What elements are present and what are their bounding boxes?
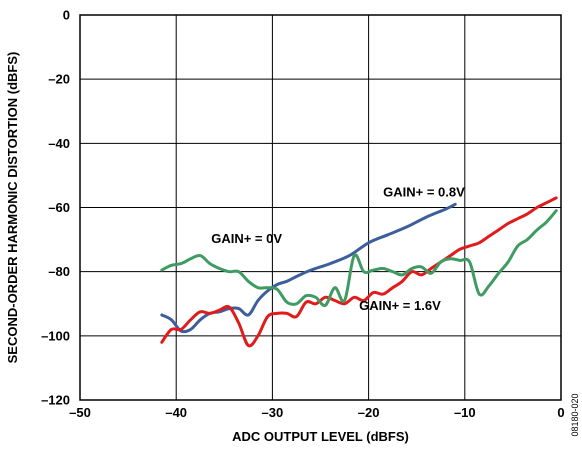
x-tick-label: –40 — [165, 405, 187, 420]
y-axis-title: SECOND-ORDER HARMONIC DISTORTION (dBFS) — [5, 52, 20, 364]
y-tick-label: –20 — [48, 72, 70, 87]
plot-frame — [79, 14, 562, 401]
series-annotation: GAIN+ = 0.8V — [383, 184, 465, 199]
series-line — [160, 196, 558, 348]
x-tick-label: –30 — [262, 405, 284, 420]
x-tick-labels: –50 –40 –30 –20 –10 0 — [69, 405, 564, 420]
series-line — [160, 209, 558, 308]
x-tick-label: –50 — [69, 405, 91, 420]
figure-id: 08180-020 — [570, 393, 580, 436]
grid-lines — [80, 15, 561, 400]
y-tick-label: –80 — [48, 264, 70, 279]
x-tick-label: 0 — [557, 405, 564, 420]
y-tick-label: –60 — [48, 200, 70, 215]
y-tick-label: –40 — [48, 136, 70, 151]
y-tick-label: 0 — [63, 8, 70, 23]
x-axis-title: ADC OUTPUT LEVEL (dBFS) — [232, 429, 409, 444]
series-lines — [160, 196, 558, 348]
series-annotations: GAIN+ = 0.8V GAIN+ = 0V GAIN+ = 1.6V — [211, 184, 465, 313]
series-annotation: GAIN+ = 0V — [211, 231, 282, 246]
series-annotation: GAIN+ = 1.6V — [359, 298, 441, 313]
y-tick-label: –100 — [41, 328, 70, 343]
y-tick-label: –120 — [41, 393, 70, 408]
y-tick-labels: 0 –20 –40 –60 –80 –100 –120 — [41, 8, 70, 408]
x-tick-label: –20 — [358, 405, 380, 420]
x-tick-label: –10 — [454, 405, 476, 420]
